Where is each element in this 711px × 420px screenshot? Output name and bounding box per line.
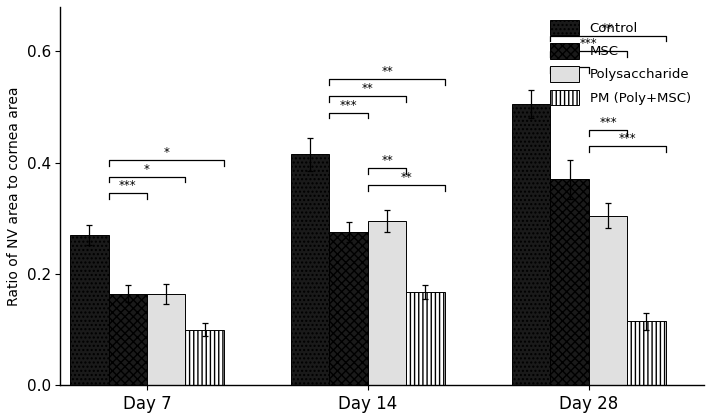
Bar <box>589 215 627 385</box>
Text: **: ** <box>381 154 393 167</box>
Text: **: ** <box>602 22 614 35</box>
Text: ***: *** <box>561 53 578 66</box>
Legend: Control, MSC, Polysaccharide, PM (Poly+MSC): Control, MSC, Polysaccharide, PM (Poly+M… <box>543 13 697 111</box>
Bar <box>406 292 444 385</box>
Bar <box>147 294 186 385</box>
Text: ***: *** <box>599 116 617 129</box>
Bar <box>109 294 147 385</box>
Y-axis label: Ratio of NV area to cornea area: Ratio of NV area to cornea area <box>7 87 21 306</box>
Text: *: * <box>164 146 169 159</box>
Text: ***: *** <box>580 37 598 50</box>
Bar <box>291 155 329 385</box>
Text: **: ** <box>362 82 374 95</box>
Bar <box>70 235 109 385</box>
Bar <box>550 179 589 385</box>
Text: ***: *** <box>619 132 636 145</box>
Bar <box>368 221 406 385</box>
Text: **: ** <box>381 65 393 78</box>
Bar <box>186 330 224 385</box>
Bar <box>329 232 368 385</box>
Bar <box>512 104 550 385</box>
Text: ***: *** <box>119 179 137 192</box>
Bar <box>627 321 665 385</box>
Text: **: ** <box>400 171 412 184</box>
Text: *: * <box>144 163 150 176</box>
Text: ***: *** <box>340 99 358 112</box>
